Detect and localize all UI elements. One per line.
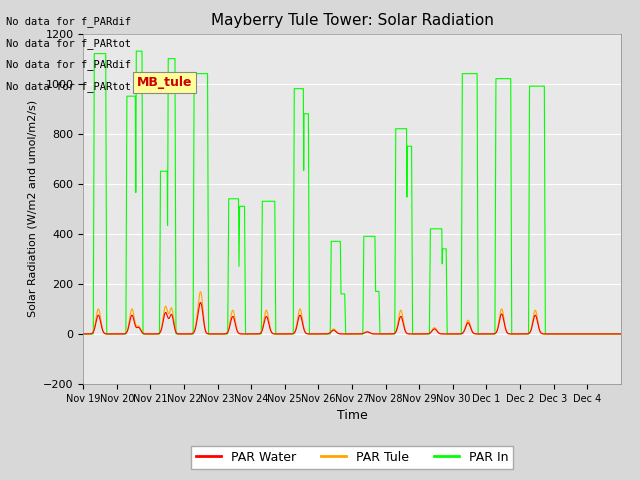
PAR Water: [617, 331, 625, 337]
PAR In: [502, 76, 510, 82]
PAR Water: [468, 329, 476, 335]
PAR In: [132, 48, 140, 54]
PAR Tule: [468, 328, 476, 334]
PAR Tule: [611, 331, 619, 337]
PAR Water: [189, 330, 197, 336]
Legend: PAR Water, PAR Tule, PAR In: PAR Water, PAR Tule, PAR In: [191, 446, 513, 469]
PAR Water: [79, 331, 87, 337]
PAR Tule: [79, 331, 87, 337]
Line: PAR Tule: PAR Tule: [83, 292, 621, 334]
PAR Water: [550, 331, 557, 337]
PAR In: [79, 331, 87, 337]
PAR Water: [535, 325, 543, 331]
Line: PAR In: PAR In: [83, 51, 621, 334]
PAR Tule: [421, 331, 429, 337]
PAR Water: [196, 300, 204, 305]
Text: No data for f_PARtot: No data for f_PARtot: [6, 37, 131, 48]
PAR Water: [502, 329, 510, 335]
PAR Tule: [550, 331, 557, 337]
PAR Water: [421, 331, 429, 337]
PAR In: [611, 331, 619, 337]
PAR In: [421, 331, 429, 337]
PAR Tule: [535, 324, 543, 329]
PAR Tule: [196, 289, 204, 295]
PAR In: [468, 71, 476, 76]
PAR Tule: [502, 328, 510, 334]
PAR Tule: [617, 331, 625, 337]
Title: Mayberry Tule Tower: Solar Radiation: Mayberry Tule Tower: Solar Radiation: [211, 13, 493, 28]
Text: MB_tule: MB_tule: [137, 76, 193, 89]
Line: PAR Water: PAR Water: [83, 302, 621, 334]
Y-axis label: Solar Radiation (W/m2 and umol/m2/s): Solar Radiation (W/m2 and umol/m2/s): [28, 100, 37, 317]
PAR Tule: [189, 330, 197, 336]
Text: No data for f_PARdif: No data for f_PARdif: [6, 59, 131, 70]
Text: No data for f_PARdif: No data for f_PARdif: [6, 16, 131, 27]
Text: No data for f_PARtot: No data for f_PARtot: [6, 81, 131, 92]
PAR In: [535, 84, 543, 89]
X-axis label: Time: Time: [337, 409, 367, 422]
PAR In: [617, 331, 625, 337]
PAR In: [189, 244, 197, 250]
PAR Water: [611, 331, 619, 337]
